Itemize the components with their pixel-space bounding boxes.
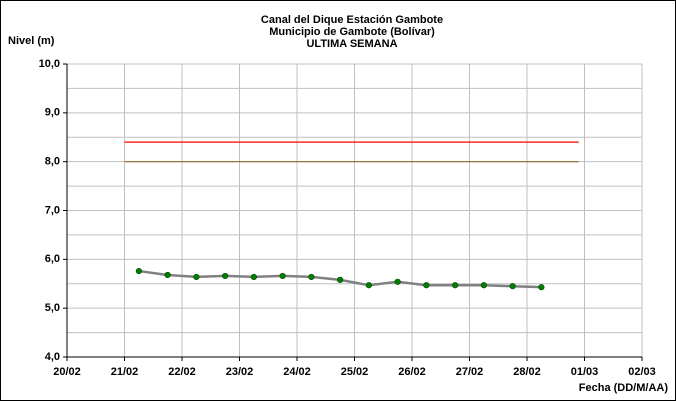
- x-axis-label: Fecha (DD/M/AA): [579, 382, 669, 394]
- chart-title: ULTIMA SEMANA: [306, 38, 397, 50]
- data-point: [193, 273, 200, 281]
- data-point: [394, 278, 401, 285]
- y-tick-label: 7,0: [45, 204, 60, 216]
- data-point: [164, 271, 171, 279]
- x-tick-label: 24/02: [283, 366, 311, 378]
- x-tick-label: 23/02: [226, 366, 254, 378]
- x-tick-label: 02/03: [628, 366, 656, 378]
- data-point: [509, 283, 516, 290]
- y-axis-label: Nivel (m): [8, 35, 55, 47]
- chart-title: Municipio de Gambote (Bolívar): [269, 26, 435, 38]
- data-point: [308, 273, 315, 281]
- x-tick-label: 28/02: [513, 366, 541, 378]
- data-point: [135, 267, 142, 275]
- x-tick-label: 21/02: [111, 366, 139, 378]
- data-point: [279, 272, 286, 280]
- y-tick-label: 4,0: [45, 351, 60, 363]
- data-point: [452, 282, 459, 289]
- y-tick-label: 5,0: [45, 302, 60, 314]
- x-tick-label: 22/02: [168, 366, 196, 378]
- y-tick-label: 10,0: [39, 58, 60, 70]
- y-tick-label: 6,0: [45, 253, 60, 265]
- data-point: [538, 284, 545, 291]
- data-point: [423, 282, 430, 289]
- data-point: [480, 282, 487, 289]
- x-tick-label: 20/02: [53, 366, 81, 378]
- data-point: [337, 276, 344, 283]
- x-tick-label: 27/02: [456, 366, 484, 378]
- y-tick-label: 8,0: [45, 156, 60, 168]
- data-point: [365, 282, 372, 289]
- chart-title: Canal del Dique Estación Gambote: [261, 14, 443, 26]
- data-point: [250, 273, 257, 281]
- y-tick-label: 9,0: [45, 107, 60, 119]
- data-point: [222, 272, 229, 280]
- x-tick-label: 01/03: [571, 366, 599, 378]
- x-tick-label: 26/02: [398, 366, 426, 378]
- x-tick-label: 25/02: [341, 366, 369, 378]
